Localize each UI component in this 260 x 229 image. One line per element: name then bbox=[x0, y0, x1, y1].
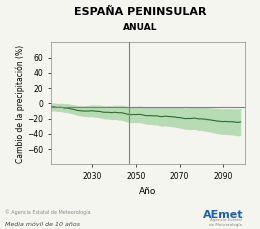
Text: ESPAÑA PENINSULAR: ESPAÑA PENINSULAR bbox=[74, 7, 207, 17]
X-axis label: Año: Año bbox=[139, 187, 157, 196]
Text: Agencia Estatal
de Meteorología: Agencia Estatal de Meteorología bbox=[209, 218, 242, 227]
Text: AEmet: AEmet bbox=[203, 210, 243, 220]
Y-axis label: Cambio de la precipitación (%): Cambio de la precipitación (%) bbox=[15, 44, 24, 163]
Text: © Agencia Estatal de Meteorología: © Agencia Estatal de Meteorología bbox=[5, 210, 91, 215]
Text: Media móvil de 10 años: Media móvil de 10 años bbox=[5, 222, 80, 227]
Text: ANUAL: ANUAL bbox=[123, 23, 158, 32]
